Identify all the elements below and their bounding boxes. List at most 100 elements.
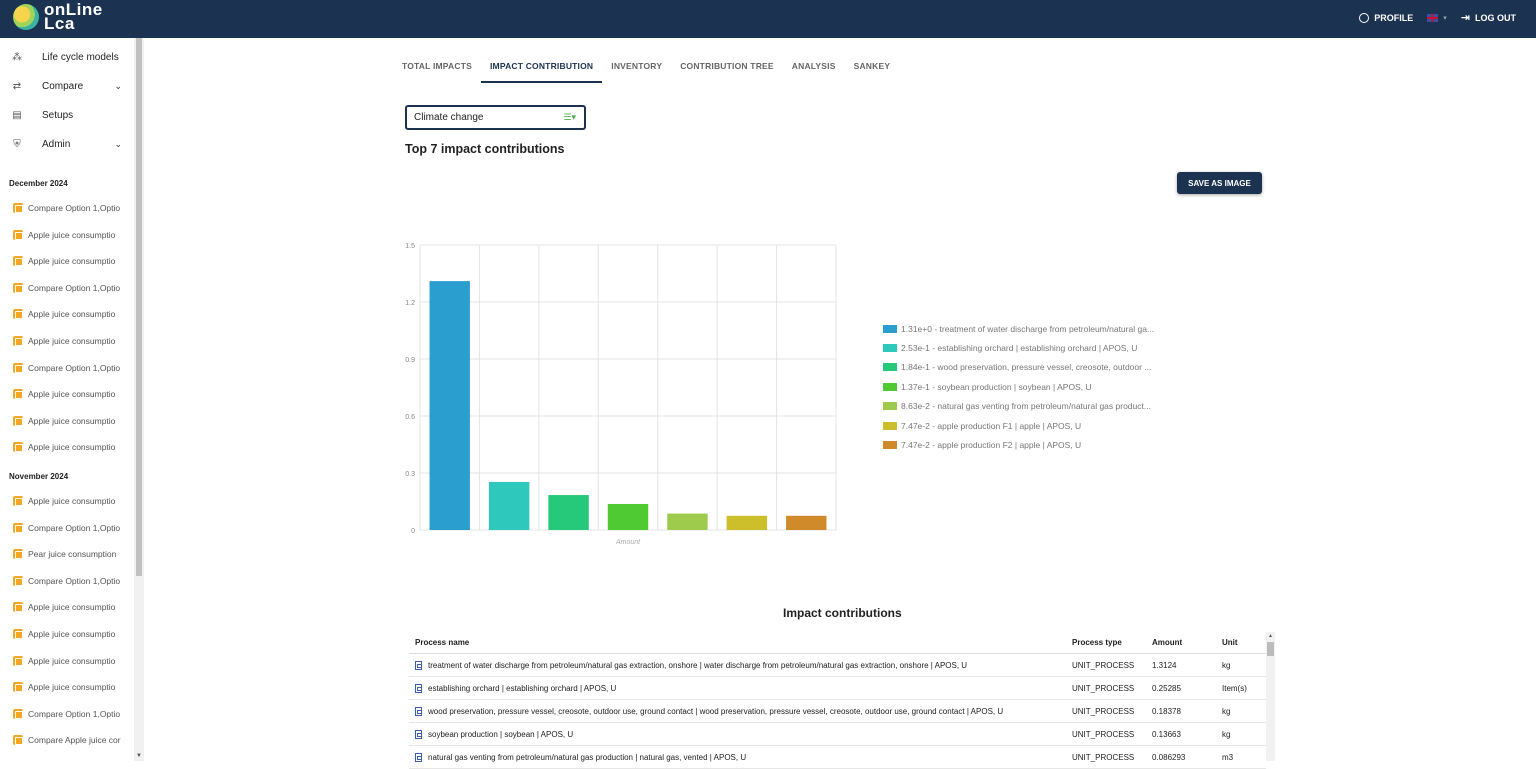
sidebar-nav-item[interactable]: ⇄ Compare ⌄ (0, 74, 134, 98)
y-tick-label: 0 (411, 528, 415, 535)
bar[interactable] (429, 281, 470, 530)
table-row[interactable]: wood preservation, pressure vessel, creo… (409, 700, 1266, 723)
history-item-label: Apple juice consumptio (28, 682, 116, 693)
history-item[interactable]: Compare Option 1,Optio (13, 282, 133, 293)
chart-heading: Top 7 impact contributions (405, 142, 565, 156)
table-cell: soybean production | soybean | APOS, U (409, 729, 1072, 739)
tab-contribution-tree[interactable]: CONTRIBUTION TREE (680, 61, 774, 71)
calculation-icon (13, 602, 23, 613)
table-cell: UNIT_PROCESS (1072, 729, 1135, 739)
calculation-icon (13, 522, 23, 533)
legend-item[interactable]: 1.31e+0 - treatment of water discharge f… (883, 319, 1154, 338)
history-item[interactable]: Compare Option 1,Optio (13, 362, 133, 373)
history-item[interactable]: Apple juice consumptio (13, 336, 133, 346)
history-item[interactable]: Compare Option 1,Optio (13, 575, 133, 586)
history-item[interactable]: Apple juice consumptio (13, 496, 133, 506)
legend-swatch (883, 382, 897, 391)
legend-item[interactable]: 7.47e-2 - apple production F2 | apple | … (883, 435, 1154, 454)
table-row[interactable]: establishing orchard | establishing orch… (409, 677, 1266, 700)
column-header-process-name[interactable]: Process name (415, 638, 470, 647)
history-item-label: Compare Apple juice cor (28, 735, 121, 746)
sidebar-nav-item[interactable]: ⛨ Admin ⌄ (0, 132, 134, 156)
tab-sankey[interactable]: SANKEY (853, 61, 891, 71)
tab-impact-contribution[interactable]: IMPACT CONTRIBUTION (480, 55, 603, 83)
table-scrollbar[interactable]: ▲ (1266, 632, 1275, 761)
legend-item[interactable]: 1.84e-1 - wood preservation, pressure ve… (883, 358, 1154, 377)
history-item[interactable]: Compare Apple juice cor (13, 735, 133, 746)
bar[interactable] (607, 503, 649, 530)
scrollbar-thumb[interactable] (136, 38, 142, 576)
history-item[interactable]: Apple juice consumptio (13, 442, 133, 453)
legend-item[interactable]: 1.37e-1 - soybean production | soybean |… (883, 377, 1154, 396)
history-item[interactable]: Apple juice consumptio (13, 229, 133, 240)
tab-inventory[interactable]: INVENTORY (611, 61, 663, 71)
process-name-link[interactable]: treatment of water discharge from petrol… (428, 660, 968, 670)
logo-text: onLine Lca (44, 1, 103, 33)
process-document-icon (415, 729, 422, 739)
chevron-down-icon[interactable]: ⌄ (114, 80, 122, 91)
table-row[interactable]: natural gas venting from petroleum/natur… (409, 746, 1266, 769)
scroll-down-arrow-icon[interactable]: ▼ (136, 753, 142, 759)
legend-item[interactable]: 8.63e-2 - natural gas venting from petro… (883, 397, 1154, 416)
user-circle-icon (1359, 12, 1370, 23)
process-name-link[interactable]: soybean production | soybean | APOS, U (428, 729, 574, 739)
profile-button[interactable]: PROFILE (1359, 12, 1413, 23)
history-item[interactable]: Apple juice consumptio (13, 602, 133, 613)
process-name-link[interactable]: wood preservation, pressure vessel, creo… (428, 706, 1004, 716)
column-header-unit[interactable]: Unit (1222, 638, 1238, 647)
table-cell: natural gas venting from petroleum/natur… (409, 752, 1072, 762)
history-item[interactable]: Apple juice consumptio (13, 682, 133, 693)
tab-total-impacts[interactable]: TOTAL IMPACTS (402, 61, 472, 71)
save-as-image-button[interactable]: SAVE AS IMAGE (1177, 172, 1262, 194)
history-item[interactable]: Apple juice consumptio (13, 309, 133, 320)
sidebar-nav-item[interactable]: ⁂ Life cycle models (0, 45, 134, 69)
logo[interactable]: onLine Lca (13, 1, 103, 33)
logo-line-2: Lca (44, 14, 75, 33)
history-item[interactable]: Apple juice consumptio (13, 415, 133, 426)
y-tick-label: 0.6 (405, 414, 415, 421)
bar[interactable] (667, 513, 708, 530)
sidebar-scrollbar[interactable]: ▼ (134, 38, 144, 761)
top-bar: onLine Lca PROFILE ▾ ⇥ LOG OUT (0, 0, 1536, 38)
process-name-link[interactable]: natural gas venting from petroleum/natur… (428, 752, 747, 762)
legend-item[interactable]: 7.47e-2 - apple production F1 | apple | … (883, 416, 1154, 435)
table-scrollbar-thumb[interactable] (1267, 642, 1274, 656)
table-row[interactable]: soybean production | soybean | APOS, U UN… (409, 723, 1266, 746)
process-document-icon (415, 660, 422, 670)
process-name-link[interactable]: establishing orchard | establishing orch… (428, 683, 617, 693)
table-row[interactable]: treatment of water discharge from petrol… (409, 654, 1266, 677)
history-item[interactable]: Pear juice consumption (13, 549, 133, 560)
scroll-up-arrow-icon[interactable]: ▲ (1268, 633, 1273, 639)
legend-label: 8.63e-2 - natural gas venting from petro… (901, 401, 1151, 412)
history-item-label: Apple juice consumptio (28, 602, 116, 613)
y-tick-label: 0.3 (405, 471, 415, 478)
history-item[interactable]: Compare Option 1,Optio (13, 522, 133, 533)
table-cell: 1.3124 (1152, 660, 1177, 670)
bar[interactable] (548, 495, 589, 530)
sidebar-nav-item[interactable]: ▤ Setups (0, 103, 134, 127)
table-cell: Item(s) (1222, 683, 1247, 693)
tab-analysis[interactable]: ANALYSIS (791, 61, 836, 71)
history-item[interactable]: Apple juice consumptio (13, 655, 133, 666)
calculation-icon (13, 655, 23, 666)
history-item[interactable]: Apple juice consumptio (13, 629, 133, 639)
legend-label: 1.84e-1 - wood preservation, pressure ve… (901, 362, 1152, 373)
bar[interactable] (786, 515, 827, 530)
impact-category-select[interactable]: Climate change ☰▾ (405, 105, 586, 130)
column-header-amount[interactable]: Amount (1152, 638, 1183, 647)
chevron-down-icon[interactable]: ⌄ (114, 138, 122, 149)
legend-item[interactable]: 2.53e-1 - establishing orchard | establi… (883, 338, 1154, 357)
history-item[interactable]: Apple juice consumptio (13, 256, 133, 267)
logout-button[interactable]: ⇥ LOG OUT (1461, 11, 1516, 24)
history-item-label: Apple juice consumptio (28, 336, 116, 346)
sidebar: ⁂ Life cycle models ⇄ Compare ⌄ ▤ Setups ⛨ Admin… (0, 38, 134, 761)
calculation-icon (13, 496, 23, 506)
history-item[interactable]: Compare Option 1,Optio (13, 203, 133, 213)
history-item[interactable]: Compare Option 1,Optio (13, 708, 133, 719)
bar[interactable] (726, 515, 768, 530)
column-header-process-type[interactable]: Process type (1072, 638, 1122, 647)
language-selector[interactable]: ▾ (1427, 13, 1447, 22)
history-item[interactable]: Apple juice consumptio (13, 389, 133, 400)
impact-bar-chart: 0 0.3 0.6 0.9 1.2 1.5 Amount (405, 243, 837, 546)
bar[interactable] (488, 481, 530, 530)
